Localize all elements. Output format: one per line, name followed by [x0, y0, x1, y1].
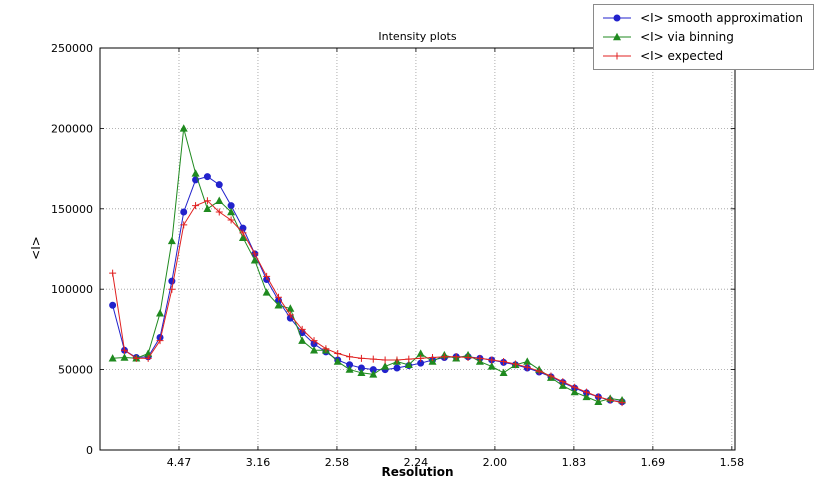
x-tick-label: 1.58	[720, 456, 745, 469]
legend-label: <I> via binning	[640, 30, 734, 44]
y-tick-label: 0	[86, 444, 93, 457]
x-tick-label: 1.69	[641, 456, 666, 469]
x-tick-label: 2.58	[325, 456, 350, 469]
x-tick-label: 3.16	[246, 456, 271, 469]
y-tick-label: 200000	[51, 122, 93, 135]
x-tick-label: 2.24	[404, 456, 429, 469]
circle-marker-icon	[603, 14, 632, 22]
legend: <I> smooth approximation <I> via binning…	[593, 4, 814, 70]
x-tick-label: 2.00	[483, 456, 508, 469]
series-1-markers	[108, 124, 627, 405]
y-grid-and-ticks: 0 50000 100000 150000 200000 250000	[51, 42, 735, 457]
legend-label: <I> smooth approximation	[640, 11, 803, 25]
series-2-markers	[109, 197, 626, 407]
y-tick-label: 50000	[58, 364, 93, 377]
plot-frame	[99, 47, 736, 451]
y-tick-label: 150000	[51, 203, 93, 216]
y-tick-label: 100000	[51, 283, 93, 296]
x-grid-and-ticks: 4.47 3.16 2.58 2.24 2.00 1.83 1.69 1.58	[167, 48, 744, 469]
series-1-line	[112, 128, 623, 403]
legend-item-smooth: <I> smooth approximation	[601, 10, 803, 26]
series-2-line	[112, 200, 623, 404]
x-tick-label: 4.47	[167, 456, 192, 469]
y-axis-label: <I>	[28, 236, 43, 260]
plus-marker-icon	[603, 52, 632, 60]
x-axis-label: Resolution	[381, 465, 454, 479]
chart-title: Intensity plots	[378, 30, 457, 43]
x-tick-label: 1.83	[562, 456, 587, 469]
legend-label: <I> expected	[640, 49, 724, 63]
legend-item-binning: <I> via binning	[601, 29, 803, 45]
triangle-marker-icon	[603, 32, 632, 41]
y-tick-label: 250000	[51, 42, 93, 55]
legend-item-expected: <I> expected	[601, 48, 803, 64]
